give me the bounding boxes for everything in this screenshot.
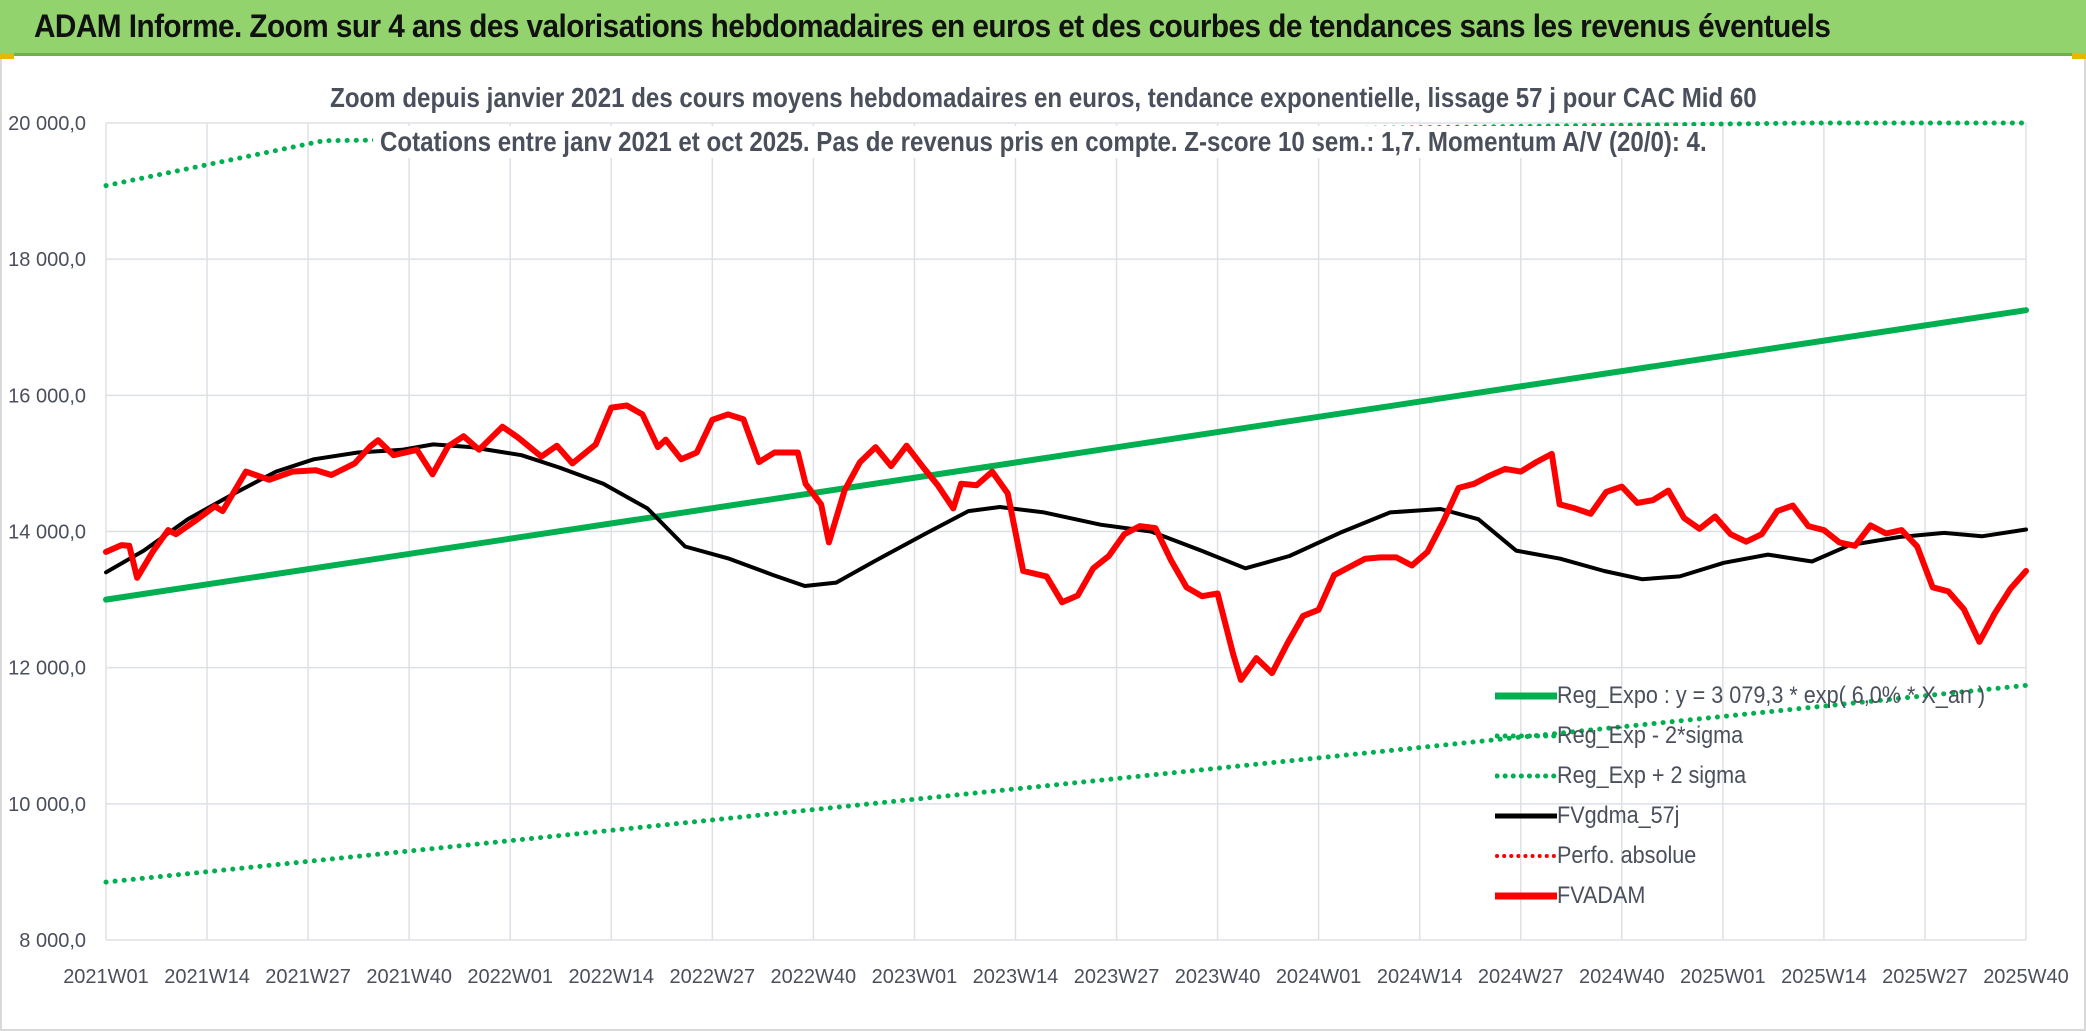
series-reg-minus — [103, 682, 2029, 885]
legend-item-sma: FVgdma_57j — [1495, 796, 2005, 836]
y-tick-label: 18 000,0 — [8, 249, 86, 271]
y-tick-label: 20 000,0 — [8, 113, 86, 135]
x-tick-label: 2022W14 — [568, 966, 654, 988]
x-tick-label: 2022W40 — [771, 966, 857, 988]
legend-label-reg-minus: Reg_Exp - 2*sigma — [1557, 722, 1744, 749]
legend-label-price: FVADAM — [1557, 882, 1646, 909]
legend-swatch-reg-minus — [1495, 733, 1557, 739]
x-tick-label: 2024W01 — [1276, 966, 1362, 988]
legend-item-reg-minus: Reg_Exp - 2*sigma — [1495, 716, 2005, 756]
x-tick-label: 2021W14 — [164, 966, 250, 988]
legend-swatch-reg-expo — [1495, 692, 1557, 700]
chart-subtitle-text: Cotations entre janv 2021 et oct 2025. P… — [372, 126, 1714, 158]
series-sma — [104, 442, 2028, 588]
chart-legend: Reg_Expo : y = 3 079,3 * exp( 6,0% * X_a… — [1495, 676, 2005, 916]
series-price — [103, 402, 2029, 683]
x-tick-label: 2022W01 — [467, 966, 553, 988]
x-tick-label: 2025W01 — [1680, 966, 1766, 988]
x-tick-label: 2024W40 — [1579, 966, 1665, 988]
x-tick-label: 2024W14 — [1377, 966, 1463, 988]
legend-item-perfo: Perfo. absolue — [1495, 836, 2005, 876]
legend-item-reg-expo: Reg_Expo : y = 3 079,3 * exp( 6,0% * X_a… — [1495, 676, 2005, 716]
series-reg-expo — [103, 307, 2029, 603]
y-tick-label: 10 000,0 — [8, 794, 86, 816]
x-tick-label: 2021W27 — [265, 966, 351, 988]
y-tick-label: 8 000,0 — [19, 930, 86, 952]
x-tick-label: 2023W14 — [973, 966, 1059, 988]
page-title: ADAM Informe. Zoom sur 4 ans des valoris… — [34, 8, 1831, 44]
legend-label-perfo: Perfo. absolue — [1557, 842, 1697, 869]
legend-label-reg-expo: Reg_Expo : y = 3 079,3 * exp( 6,0% * X_a… — [1557, 682, 1986, 709]
x-tick-label: 2023W01 — [872, 966, 958, 988]
x-tick-label: 2023W40 — [1175, 966, 1261, 988]
x-tick-label: 2025W27 — [1882, 966, 1968, 988]
x-tick-label: 2025W14 — [1781, 966, 1867, 988]
legend-label-reg-plus: Reg_Exp + 2 sigma — [1557, 762, 1747, 789]
chart-subtitle: Cotations entre janv 2021 et oct 2025. P… — [0, 126, 2086, 158]
x-tick-label: 2024W27 — [1478, 966, 1564, 988]
y-tick-label: 12 000,0 — [8, 658, 86, 680]
y-tick-label: 16 000,0 — [8, 385, 86, 407]
corner-mark-left — [0, 53, 14, 59]
chart-title-text: Zoom depuis janvier 2021 des cours moyen… — [322, 82, 1764, 114]
chart-title: Zoom depuis janvier 2021 des cours moyen… — [0, 82, 2086, 114]
header-bar: ADAM Informe. Zoom sur 4 ans des valoris… — [0, 0, 2086, 56]
legend-swatch-price — [1495, 892, 1557, 900]
legend-swatch-reg-plus — [1495, 773, 1557, 779]
x-tick-label: 2021W40 — [366, 966, 452, 988]
legend-label-sma: FVgdma_57j — [1557, 802, 1680, 829]
x-tick-label: 2022W27 — [670, 966, 756, 988]
legend-swatch-perfo — [1495, 854, 1557, 858]
x-tick-label: 2025W40 — [1983, 966, 2069, 988]
y-tick-label: 14 000,0 — [8, 522, 86, 544]
legend-item-reg-plus: Reg_Exp + 2 sigma — [1495, 756, 2005, 796]
corner-mark-right — [2072, 53, 2086, 59]
x-tick-label: 2023W27 — [1074, 966, 1160, 988]
legend-item-price: FVADAM — [1495, 876, 2005, 916]
x-tick-label: 2021W01 — [63, 966, 149, 988]
legend-swatch-sma — [1495, 813, 1557, 819]
